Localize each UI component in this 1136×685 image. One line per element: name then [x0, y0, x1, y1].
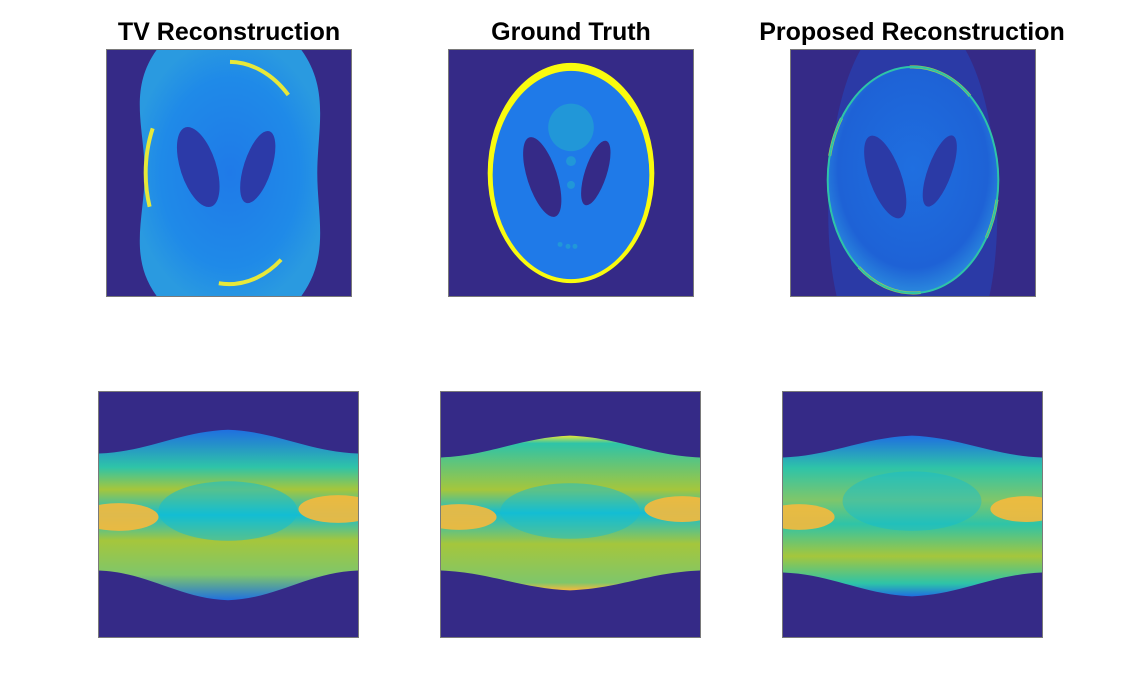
title-proposed-reconstruction: Proposed Reconstruction	[759, 18, 1065, 46]
tv-sinogram-image	[98, 391, 359, 638]
proposed-sinogram-image	[782, 391, 1043, 638]
title-tv-reconstruction: TV Reconstruction	[117, 18, 341, 46]
title-ground-truth: Ground Truth	[491, 18, 651, 46]
tv-reconstruction-image	[106, 49, 352, 297]
proposed-reconstruction-image	[790, 49, 1036, 297]
ground-truth-phantom-image	[448, 49, 694, 297]
ground-truth-sinogram-image	[440, 391, 701, 638]
